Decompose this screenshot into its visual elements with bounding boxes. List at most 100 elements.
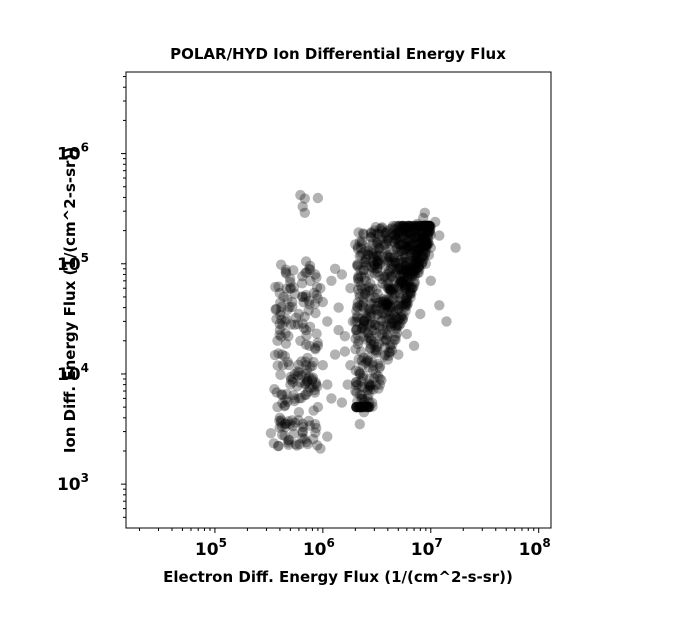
data-point: [410, 220, 421, 232]
data-point: [399, 276, 410, 287]
data-point: [404, 241, 415, 252]
data-point: [370, 247, 382, 258]
data-point: [361, 401, 373, 412]
data-point: [351, 401, 362, 413]
data-point: [352, 312, 363, 323]
data-point: [404, 226, 415, 237]
data-point: [350, 380, 362, 391]
data-point: [303, 305, 314, 316]
data-point: [360, 254, 371, 265]
y-tick-label: 104: [57, 361, 89, 385]
data-point: [358, 229, 370, 240]
data-point: [283, 359, 295, 371]
data-point: [353, 335, 364, 346]
data-point: [380, 227, 391, 239]
data-point: [401, 291, 412, 302]
data-point: [275, 369, 286, 380]
data-point: [299, 434, 310, 445]
data-point: [401, 298, 412, 309]
data-point: [358, 320, 369, 331]
data-point: [372, 262, 383, 274]
data-point: [300, 356, 311, 367]
data-point: [420, 246, 431, 258]
data-point: [395, 301, 406, 312]
data-point: [317, 296, 328, 308]
data-point: [381, 313, 392, 324]
data-point: [385, 263, 397, 274]
data-point: [282, 356, 293, 368]
data-point: [410, 224, 421, 236]
data-point: [390, 220, 402, 232]
data-point: [369, 292, 380, 304]
data-point: [289, 395, 300, 407]
data-point: [297, 318, 308, 329]
data-point: [282, 294, 293, 305]
data-point: [389, 230, 401, 241]
data-point: [394, 220, 405, 232]
data-point: [274, 318, 285, 330]
data-point: [352, 316, 363, 327]
data-point: [414, 243, 425, 255]
data-point: [357, 393, 368, 404]
data-point: [408, 252, 419, 264]
data-point: [418, 226, 429, 238]
data-point: [394, 263, 405, 275]
data-point: [416, 257, 427, 268]
data-point: [411, 247, 422, 258]
data-point: [363, 242, 374, 253]
data-point: [369, 268, 380, 279]
data-point: [423, 226, 435, 238]
data-point: [381, 324, 393, 335]
data-point: [394, 236, 406, 247]
data-point: [397, 220, 409, 232]
data-point: [415, 220, 427, 232]
data-point: [412, 238, 423, 249]
data-point: [394, 220, 406, 232]
data-point: [382, 296, 394, 308]
data-point: [351, 401, 362, 413]
data-point: [422, 220, 433, 232]
data-point: [413, 261, 425, 272]
data-point: [361, 260, 372, 271]
data-point: [280, 421, 291, 433]
data-point: [290, 312, 302, 323]
data-point: [273, 440, 284, 452]
data-point: [387, 220, 399, 232]
data-point: [403, 271, 414, 282]
data-point: [368, 252, 380, 263]
data-point: [387, 284, 399, 295]
data-point: [300, 379, 311, 390]
data-point: [391, 321, 403, 332]
data-point: [390, 323, 402, 334]
data-point: [351, 401, 363, 413]
data-point: [406, 267, 418, 278]
data-point: [300, 389, 312, 400]
data-point: [357, 360, 369, 371]
data-point: [275, 306, 286, 317]
data-point: [378, 293, 389, 304]
data-point: [419, 237, 430, 248]
data-point: [368, 251, 379, 262]
data-point: [400, 300, 411, 311]
data-point: [292, 366, 303, 377]
data-point: [400, 282, 412, 293]
data-point: [369, 319, 380, 330]
data-point: [302, 352, 313, 364]
data-point: [277, 360, 289, 371]
data-point: [363, 378, 374, 390]
data-point: [401, 221, 412, 233]
data-point: [368, 337, 379, 348]
data-point: [366, 247, 377, 258]
data-point: [352, 329, 363, 341]
data-point: [281, 314, 292, 325]
data-point: [359, 382, 370, 393]
data-point: [388, 307, 399, 318]
data-point: [373, 383, 384, 394]
data-point: [380, 280, 391, 291]
data-point: [410, 223, 421, 234]
data-point: [339, 331, 351, 342]
data-point: [373, 338, 385, 349]
data-point: [372, 228, 383, 239]
data-point: [394, 239, 405, 250]
data-point: [356, 401, 367, 413]
